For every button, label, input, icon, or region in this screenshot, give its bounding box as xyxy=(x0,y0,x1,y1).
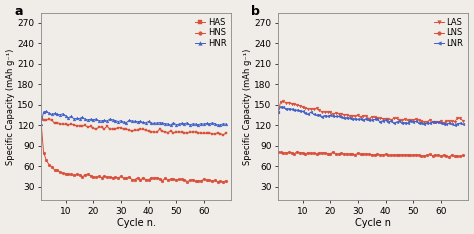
Y-axis label: Specific Capacity (mAh g⁻¹): Specific Capacity (mAh g⁻¹) xyxy=(243,48,252,165)
LAS xyxy=(402,118,408,121)
HNR xyxy=(165,122,171,125)
Line: HAS: HAS xyxy=(39,116,228,136)
LAS xyxy=(275,112,281,115)
LNR xyxy=(441,122,447,125)
HNS xyxy=(215,180,220,183)
LAS xyxy=(460,119,466,122)
Y-axis label: Specific Capacity (mAh g⁻¹): Specific Capacity (mAh g⁻¹) xyxy=(6,48,15,165)
Text: a: a xyxy=(14,5,23,18)
Line: LNS: LNS xyxy=(276,150,465,158)
LNS xyxy=(449,154,455,157)
Line: LAS: LAS xyxy=(276,100,465,124)
HAS xyxy=(82,124,88,127)
LNR xyxy=(446,122,452,125)
HNR xyxy=(212,122,218,125)
HNR xyxy=(207,123,212,125)
LAS xyxy=(444,120,449,123)
LNS xyxy=(424,154,430,157)
LNS xyxy=(460,154,466,157)
HAS xyxy=(115,126,121,129)
HNS xyxy=(223,179,229,182)
HNR xyxy=(223,123,229,125)
LAS xyxy=(446,119,452,122)
Line: HNS: HNS xyxy=(39,118,228,183)
HNR xyxy=(44,110,49,113)
LAS xyxy=(410,119,416,121)
LNR xyxy=(424,121,430,124)
HNS xyxy=(38,118,44,121)
HAS xyxy=(146,130,151,132)
HAS xyxy=(143,129,149,132)
X-axis label: Cycle n: Cycle n xyxy=(355,219,391,228)
Legend: LAS, LNS, LNR: LAS, LNS, LNR xyxy=(433,17,464,49)
LNS xyxy=(294,150,300,153)
HAS xyxy=(80,124,85,127)
Line: LNR: LNR xyxy=(276,105,465,127)
HNS xyxy=(146,179,151,181)
LNR xyxy=(278,105,283,108)
LNR xyxy=(444,123,449,126)
HNR xyxy=(190,122,196,125)
HNS xyxy=(80,176,85,179)
LAS xyxy=(441,121,447,124)
LNS xyxy=(410,154,416,157)
HAS xyxy=(220,133,226,136)
LNS xyxy=(441,154,447,156)
HAS xyxy=(204,132,210,135)
LNS xyxy=(444,154,449,157)
Legend: HAS, HNS, HNR: HAS, HNS, HNR xyxy=(194,17,227,49)
HNS xyxy=(204,179,210,182)
HNS xyxy=(143,178,149,181)
X-axis label: Cycle n.: Cycle n. xyxy=(117,219,155,228)
Line: HNR: HNR xyxy=(39,110,228,127)
HNS xyxy=(82,173,88,176)
LAS xyxy=(449,120,455,123)
HAS xyxy=(223,132,229,135)
LAS xyxy=(424,121,430,123)
LNR xyxy=(460,123,466,125)
HNR xyxy=(176,123,182,126)
LNS xyxy=(402,153,408,156)
HNS xyxy=(115,176,121,179)
HNR xyxy=(168,124,173,127)
LAS xyxy=(281,100,286,103)
LNS xyxy=(275,150,281,153)
HNR xyxy=(38,123,44,126)
LNR xyxy=(452,124,457,127)
LNR xyxy=(410,121,416,123)
LNR xyxy=(275,111,281,113)
LNS xyxy=(446,155,452,158)
HAS xyxy=(38,116,44,118)
Text: b: b xyxy=(251,5,260,18)
LNR xyxy=(402,121,408,124)
HNR xyxy=(209,121,215,124)
